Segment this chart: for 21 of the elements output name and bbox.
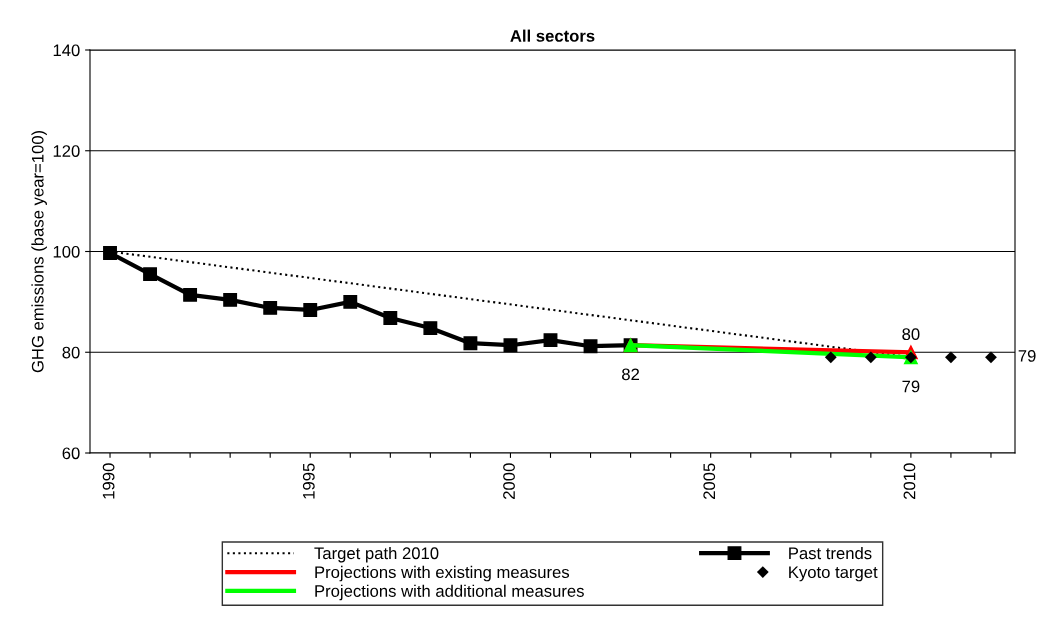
- x-tick-label: 1995: [302, 463, 315, 499]
- x-tick-label: 2000: [503, 463, 515, 499]
- y-axis-title: GHG emissions (base year=100): [31, 130, 47, 373]
- y-tick-label: 80: [62, 346, 80, 359]
- x-tick-label: 1990: [102, 463, 115, 499]
- y-tick-label: 120: [53, 145, 80, 157]
- legend-label: Past trends: [789, 546, 872, 560]
- annotation: 82: [622, 368, 640, 381]
- annotation: 79: [902, 380, 920, 393]
- legend-label: Target path 2010: [314, 546, 439, 563]
- x-tick-label: 2010: [903, 463, 916, 499]
- y-tick-label: 60: [62, 447, 80, 460]
- chart-title: All sectors: [510, 29, 595, 42]
- annotation: 79: [1018, 349, 1036, 362]
- annotation: 80: [902, 328, 920, 341]
- y-tick-label: 100: [53, 245, 80, 258]
- legend-label: Projections with additional measures: [315, 584, 584, 601]
- x-tick-label: 2005: [703, 463, 716, 499]
- legend-label: Projections with existing measures: [315, 565, 570, 582]
- y-tick-label: 140: [53, 44, 80, 57]
- legend-label: Kyoto target: [789, 566, 878, 582]
